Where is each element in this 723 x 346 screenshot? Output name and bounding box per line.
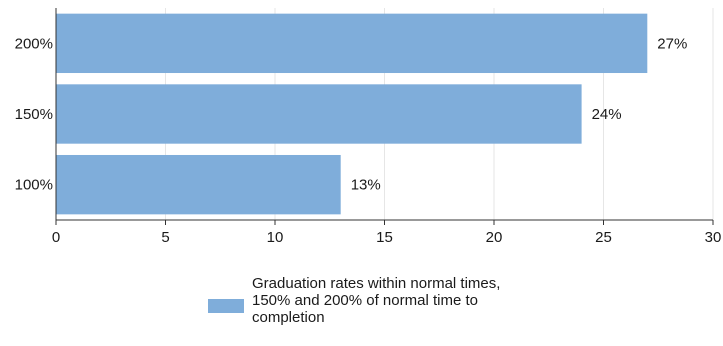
x-tick-label: 10	[267, 229, 284, 246]
x-tick-label: 25	[595, 229, 612, 246]
legend-swatch	[208, 299, 244, 313]
x-tick-label: 20	[486, 229, 503, 246]
labels: 0 5 10 15 20 25 30 200% 27% 150% 24% 100% 13%	[15, 35, 722, 246]
x-tick-label: 30	[705, 229, 722, 246]
bar	[56, 84, 582, 144]
bar-value-label: 13%	[351, 177, 381, 194]
bar-value-label: 24%	[592, 106, 622, 123]
bar	[56, 154, 341, 215]
x-tick-label: 5	[161, 229, 169, 246]
x-tick-label: 15	[376, 229, 393, 246]
x-tick-label: 0	[52, 229, 60, 246]
axes	[55, 8, 714, 225]
y-category-label: 200%	[15, 35, 53, 52]
bars	[56, 13, 648, 215]
bar	[56, 13, 648, 74]
legend-label: Graduation rates within normal times, 15…	[252, 275, 501, 326]
legend: Graduation rates within normal times, 15…	[208, 275, 508, 326]
y-category-label: 100%	[15, 177, 53, 194]
bar-value-label: 27%	[657, 35, 687, 52]
y-category-label: 150%	[15, 106, 53, 123]
